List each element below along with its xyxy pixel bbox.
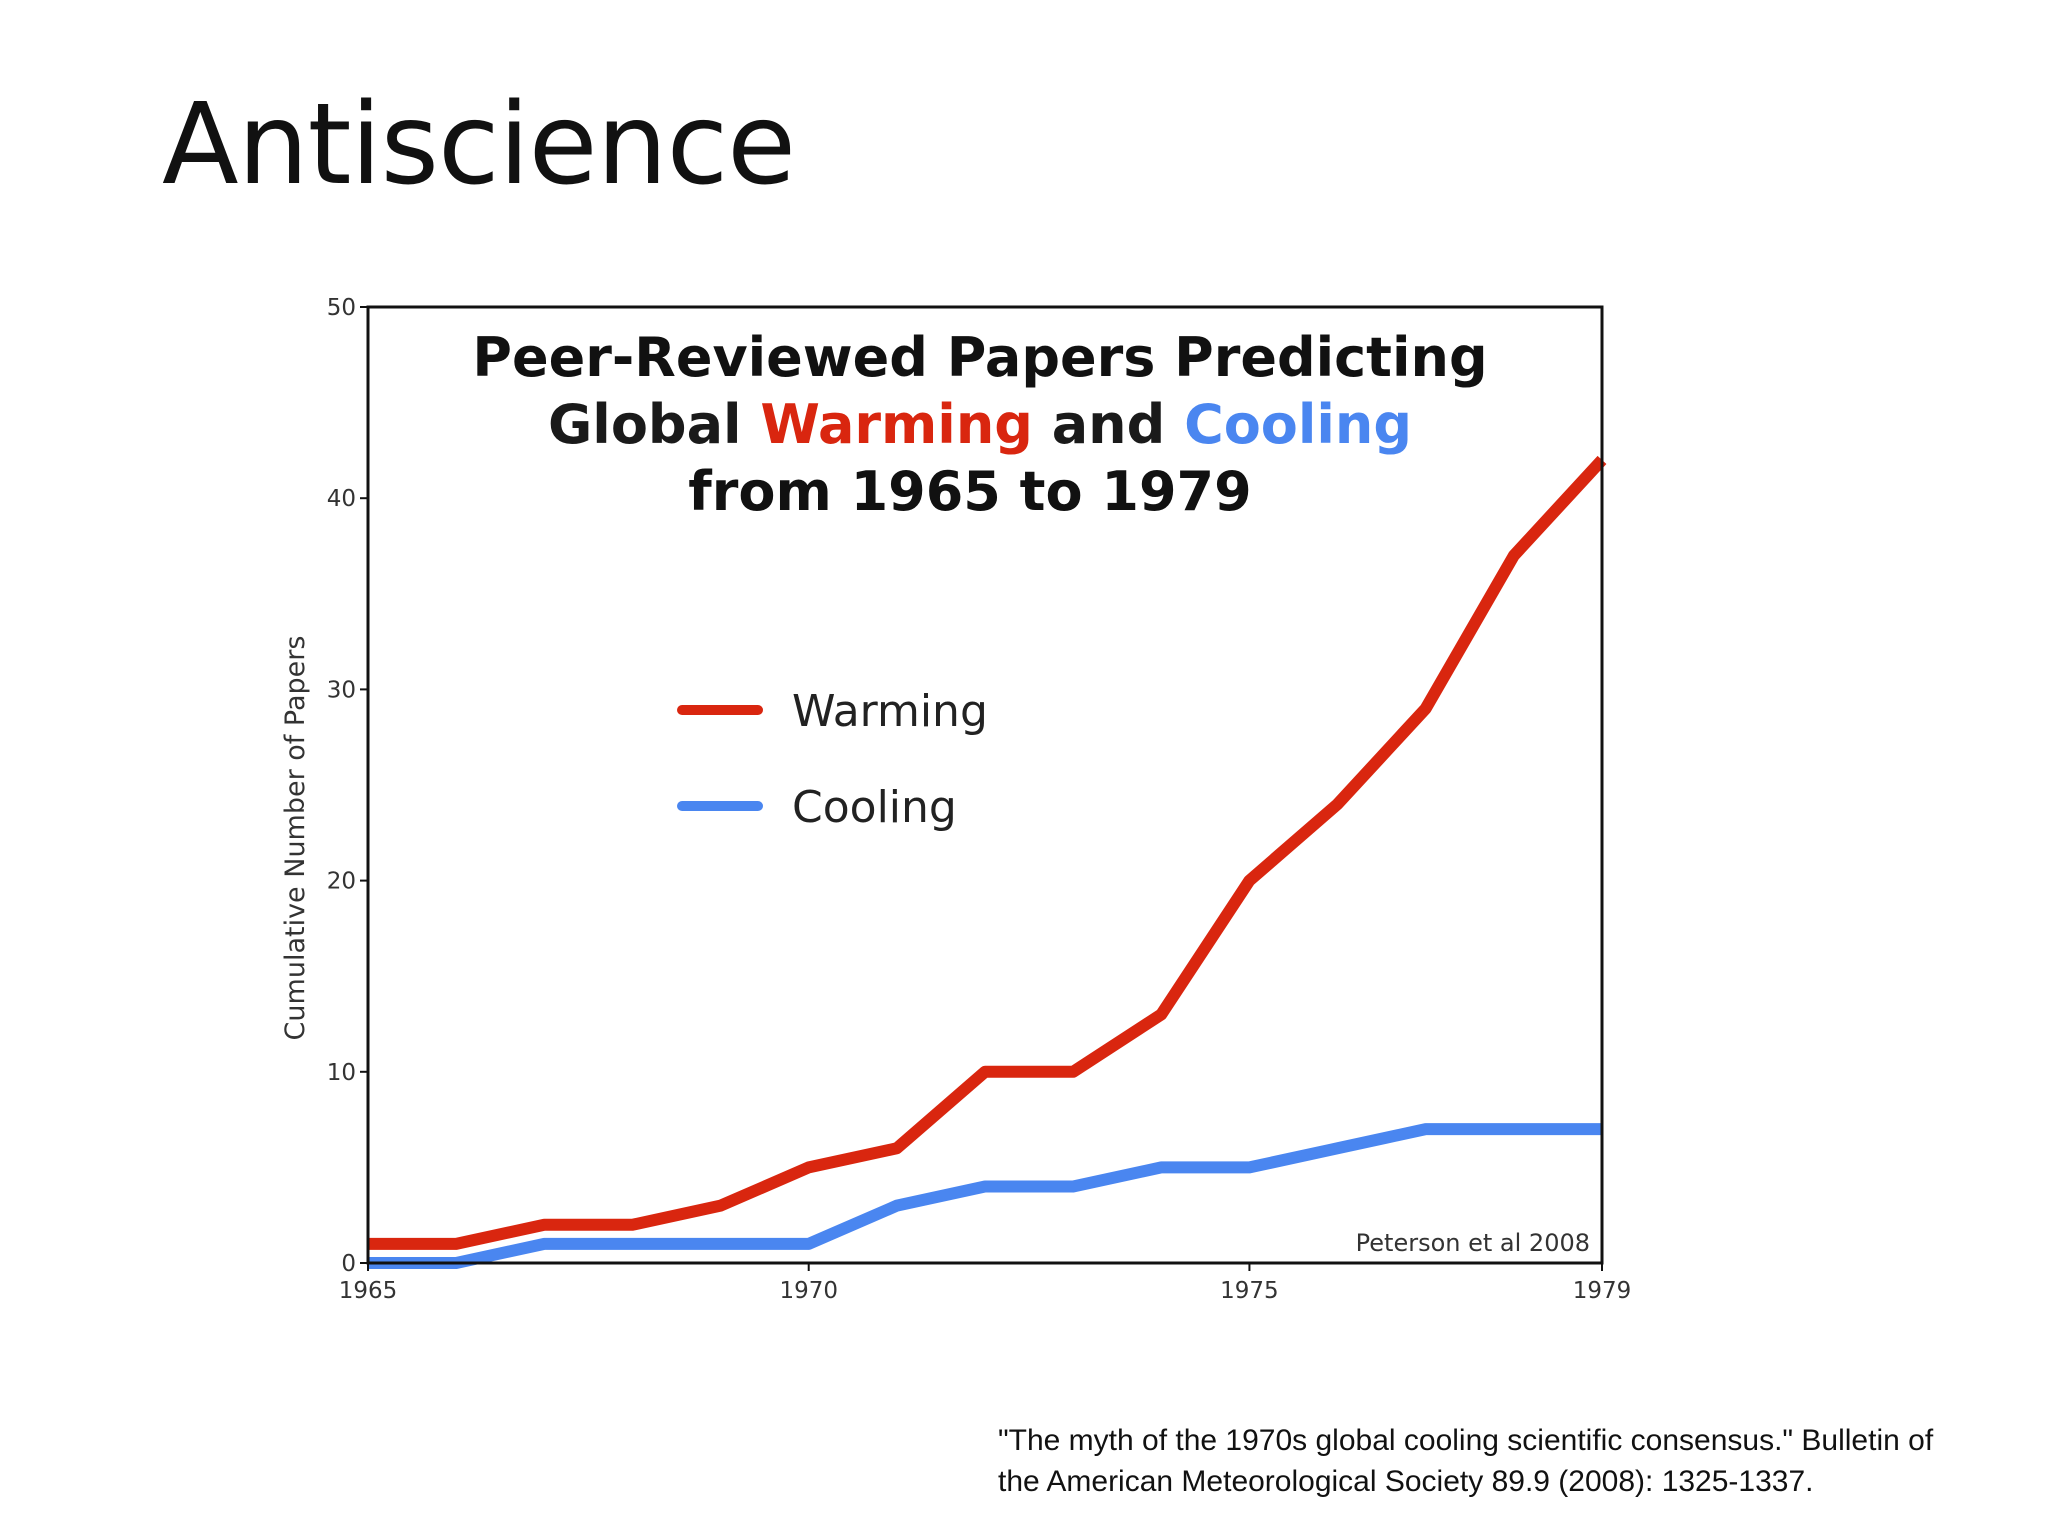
- chart-svg: 0 10 20 30 40 50 1965 1970 1975 1979 Cumulative N…: [280, 295, 1630, 1304]
- x-tick-label: 1965: [339, 1278, 398, 1304]
- series-line-cooling: [368, 1123, 1602, 1269]
- title-part-0: Global: [548, 393, 760, 456]
- x-tick-label: 1975: [1220, 1278, 1279, 1304]
- series-layer: [368, 455, 1607, 1269]
- citation-line1: "The myth of the 1970s global cooling sc…: [998, 1424, 1934, 1457]
- citation: "The myth of the 1970s global cooling sc…: [998, 1420, 2008, 1502]
- y-tick-label: 20: [327, 869, 356, 895]
- y-tick-label: 30: [327, 677, 356, 703]
- chart: 0 10 20 30 40 50 1965 1970 1975 1979 Cumulative N…: [270, 290, 1630, 1330]
- ticks-layer: 0 10 20 30 40 50 1965 1970 1975 1979: [327, 295, 1630, 1304]
- legend: Warming Cooling: [677, 686, 988, 833]
- y-tick-label: 40: [327, 486, 356, 512]
- chart-credit: Peterson et al 2008: [1356, 1229, 1590, 1257]
- series-line-warming: [368, 455, 1607, 1250]
- plot-frame: [366, 305, 1604, 1265]
- title-part-2: and: [1033, 393, 1184, 456]
- chart-title-line1: Peer-Reviewed Papers Predicting: [472, 326, 1487, 389]
- y-axis-label: Cumulative Number of Papers: [280, 636, 311, 1041]
- chart-title-line3: from 1965 to 1979: [688, 460, 1251, 523]
- title-part-3: Cooling: [1184, 393, 1412, 456]
- title-part-1: Warming: [760, 393, 1033, 456]
- x-tick-label: 1970: [779, 1278, 838, 1304]
- chart-title-line2: Global Warming and Cooling: [548, 393, 1412, 456]
- y-tick-label: 0: [341, 1251, 356, 1277]
- slide-title: Antiscience: [162, 80, 796, 210]
- y-tick-label: 10: [327, 1060, 356, 1086]
- x-tick-label: 1979: [1573, 1278, 1630, 1304]
- y-tick-label: 50: [327, 295, 356, 321]
- legend-label-warming: Warming: [792, 686, 988, 737]
- legend-label-cooling: Cooling: [792, 782, 957, 833]
- citation-line2: the American Meteorological Society 89.9…: [998, 1465, 1814, 1498]
